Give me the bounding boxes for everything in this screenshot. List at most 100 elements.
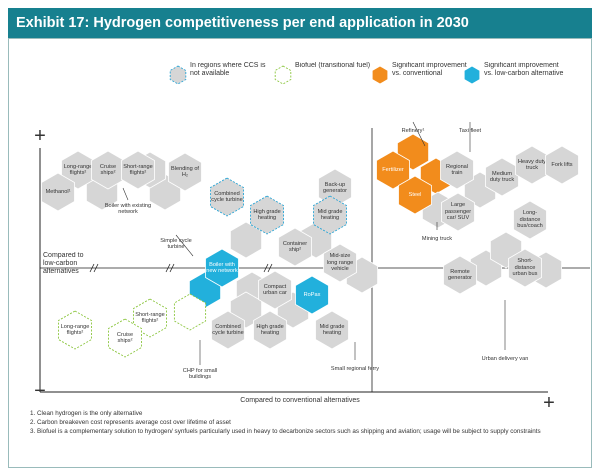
node-label: Long-range flights² — [63, 163, 93, 176]
node-label-box: Compact urban car — [263, 283, 287, 296]
legend-label: Biofuel (transitional fuel) — [295, 62, 371, 69]
node-hex — [315, 310, 349, 350]
connector — [412, 121, 426, 147]
connector — [122, 187, 129, 201]
node-hex — [545, 145, 579, 185]
node-label: Blending of H₂ — [171, 165, 199, 178]
node-label: Long-range flights² — [60, 323, 90, 336]
break-marks — [89, 263, 273, 273]
node-hex — [323, 243, 357, 283]
node-hex — [41, 172, 75, 212]
node-label-box: RoPax — [303, 291, 321, 298]
node-hex — [295, 275, 329, 315]
legend-label: Significant improvement vs. conventional — [392, 62, 467, 77]
node-label: Mid-size long range vehicle — [326, 253, 354, 273]
node-hex — [376, 150, 410, 190]
node-label-box: Boiler with new network — [206, 261, 238, 274]
legend-label: Significant improvement vs. low-carbon a… — [484, 62, 564, 77]
node-label-box: Combined cycle turbine — [211, 190, 243, 203]
node-label: Cruise ships² — [99, 163, 117, 176]
node-label: Simple cycle turbine — [160, 237, 192, 250]
node-label-box: Mid-size long range vehicle — [326, 253, 354, 273]
node-label-box: Mid grade heating — [319, 323, 345, 336]
node-label-box: Short-range flights² — [123, 163, 153, 176]
node-label: Medium duty truck — [489, 170, 515, 183]
node-label-box: Short-range flights² — [135, 311, 165, 324]
node-label-box: Long-range flights² — [63, 163, 93, 176]
node-hex — [58, 310, 92, 350]
node-label: Fertilizer — [382, 166, 404, 173]
header-title: Exhibit 17: Hydrogen competitiveness per… — [8, 8, 592, 38]
hex-filler — [173, 293, 207, 331]
node-label: Methanol¹ — [45, 188, 71, 195]
node-hex — [443, 255, 477, 295]
node-label: Long-distance bus/coach — [517, 210, 543, 230]
node-label-box: Remote generator — [448, 268, 472, 281]
node-label-box: Urban delivery van — [482, 356, 529, 362]
node-label-box: Long-distance bus/coach — [517, 210, 543, 230]
node-hex — [258, 270, 292, 310]
connector — [175, 234, 194, 257]
node-label: Combined cycle turbine — [211, 190, 243, 203]
legend-label-box: Biofuel (transitional fuel) — [295, 62, 371, 69]
legend-label-box: Significant improvement vs. conventional — [392, 62, 467, 77]
node-hex — [398, 175, 432, 215]
node-label-box: High grade heating — [253, 209, 280, 221]
node-label-box: Medium duty truck — [489, 170, 515, 183]
node-label: High grade heating — [256, 323, 284, 336]
node-label-box: Steel — [408, 191, 422, 198]
node-label: Back-up generator — [323, 181, 347, 194]
node-label: Steel — [408, 191, 422, 198]
node-hex — [313, 195, 347, 235]
node-label-box: Heavy duty truck — [518, 158, 546, 171]
node-label: Heavy duty truck — [518, 158, 546, 171]
node-label: Mid grade heating — [319, 323, 345, 336]
node-label-box: Regional train — [446, 164, 468, 176]
node-hex — [441, 192, 475, 232]
node-hex — [133, 298, 167, 338]
legend-hex — [169, 65, 187, 85]
node-label: Compact urban car — [263, 283, 287, 296]
node-label-box: Blending of H₂ — [171, 165, 199, 178]
node-label: Short-range flights² — [135, 311, 165, 324]
node-label: Boiler with existing network — [104, 202, 152, 215]
node-label: Container ship² — [282, 240, 308, 253]
legend-hex — [371, 65, 389, 85]
node-hex — [205, 248, 239, 288]
mid-axis-label: Compared to low-carbon alternatives — [43, 252, 84, 275]
node-label: Mid grade heating — [317, 208, 343, 221]
node-label-box: Large passenger car/ SUV — [445, 202, 471, 221]
node-label: Cruise ships² — [116, 331, 134, 344]
node-label: Short-range flights² — [123, 163, 153, 176]
node-label: Remote generator — [448, 268, 472, 281]
node-label: Short-distance urban bus — [512, 258, 538, 278]
node-hex — [508, 248, 542, 288]
node-hex — [250, 195, 284, 235]
legend-label-box: In regions where CCS is not available — [190, 62, 265, 77]
node-label-box: Mid grade heating — [317, 208, 343, 221]
node-label: Boiler with new network — [206, 261, 238, 274]
node-label-box: Long-range flights² — [60, 323, 90, 336]
node-hex — [253, 310, 287, 350]
node-hex — [211, 310, 245, 350]
node-label-box: Combined cycle turbine — [212, 324, 243, 336]
node-label-box: Mining truck — [421, 235, 453, 242]
node-label: Mining truck — [421, 235, 453, 242]
legend-hex — [463, 65, 481, 85]
x-axis-label: Compared to conventional alternatives — [240, 397, 360, 404]
node-label: Taxi fleet — [458, 127, 482, 134]
node-hex — [168, 152, 202, 192]
node-label-box: High grade heating — [256, 323, 284, 336]
node-hex — [210, 177, 244, 217]
node-hex — [108, 318, 142, 358]
footnote: 2. Carbon breakeven cost represents aver… — [30, 419, 231, 426]
node-label: CHP for small buildings — [182, 367, 218, 380]
axis-sign: + — [34, 125, 46, 147]
node-label: RoPax — [303, 291, 321, 298]
footnote: 1. Clean hydrogen is the only alternativ… — [30, 410, 143, 417]
node-label-box: Cruise ships² — [99, 163, 117, 176]
node-label: Small regional ferry — [330, 365, 380, 372]
mid-axis-text: Compared to low-carbon alternatives — [43, 252, 84, 275]
node-label-box: CHP for small buildings — [182, 367, 218, 380]
node-label-box: Container ship² — [282, 240, 308, 253]
